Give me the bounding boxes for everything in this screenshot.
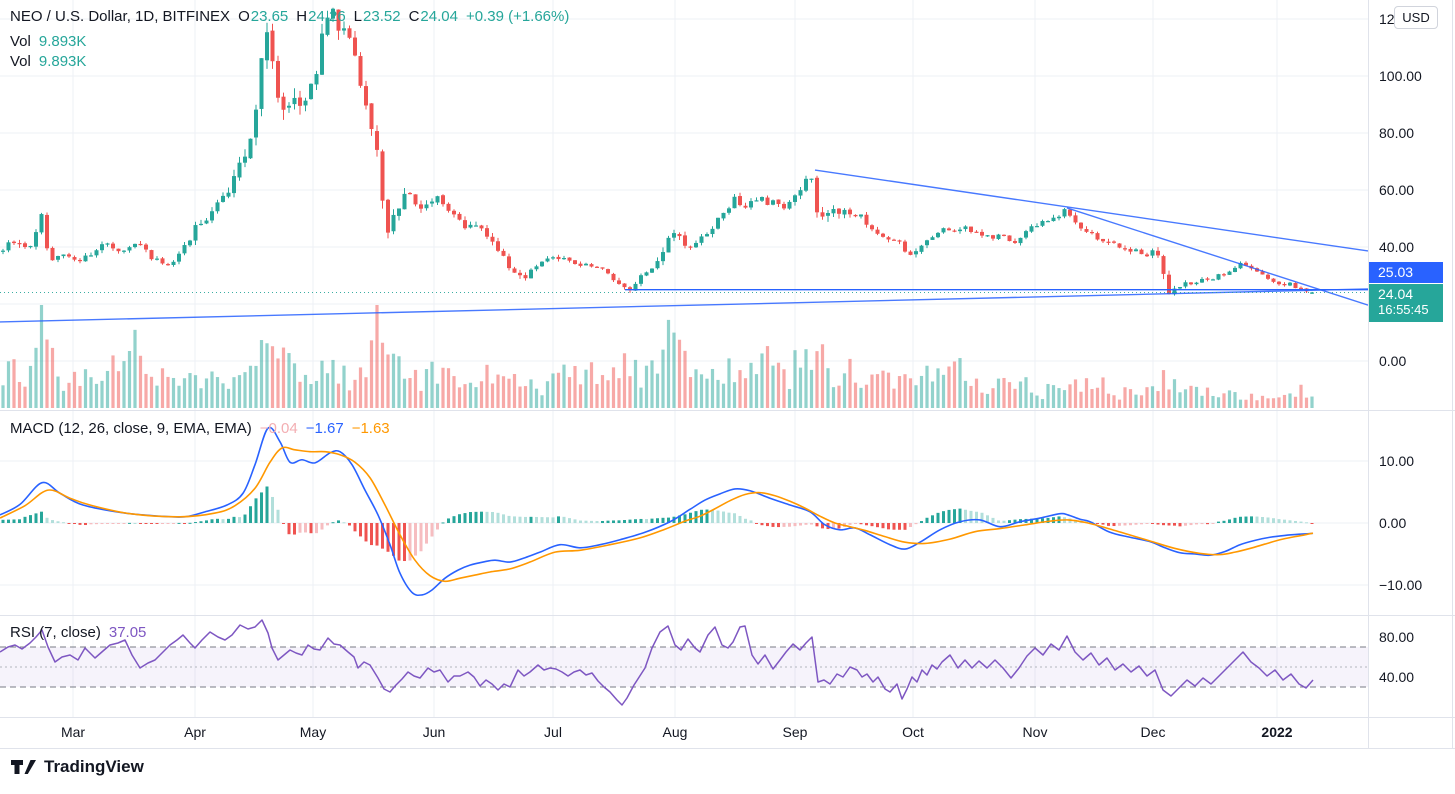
price-axis-label: 60.00 [1379, 182, 1415, 198]
macd-signal-value: −1.63 [351, 420, 390, 437]
right-edge-border [1452, 0, 1453, 748]
price-axis-label: 80.00 [1379, 125, 1415, 141]
last-price-badge: 24.04 16:55:45 [1369, 284, 1443, 322]
chart-bottom-border [0, 748, 1455, 749]
volume-value: 9.893K [38, 53, 87, 70]
price-change: +0.39 (+1.66%) [465, 8, 570, 25]
macd-hist-value: −0.04 [259, 420, 298, 437]
rsi-title: RSI (7, close) [10, 624, 101, 641]
rsi-axis-label: 40.00 [1379, 669, 1415, 685]
volume-bars [1, 305, 1314, 408]
pane-divider-macd-rsi[interactable] [0, 615, 1455, 616]
x-axis-label: Oct [902, 724, 924, 740]
price-axis-label: 0.00 [1379, 353, 1407, 369]
tradingview-logo-icon [11, 760, 36, 774]
symbol-title: NEO / U.S. Dollar, 1D, BITFINEX [10, 8, 231, 25]
rsi-legend[interactable]: RSI (7, close) 37.05 [10, 624, 146, 641]
tradingview-logo[interactable]: TradingView [10, 757, 144, 777]
x-axis-label: Dec [1140, 724, 1166, 740]
ohlc-low: L 23.52 [353, 8, 401, 25]
price-axis-label: 40.00 [1379, 239, 1415, 255]
macd-axis-label: −10.00 [1379, 577, 1423, 593]
macd-histogram [1, 486, 1314, 562]
macd-line-value: −1.67 [305, 420, 344, 437]
price-scale-border [1368, 0, 1369, 748]
macd-axis-label: 10.00 [1379, 453, 1415, 469]
rsi-plot [0, 619, 1368, 706]
macd-title: MACD (12, 26, close, 9, EMA, EMA) [10, 420, 252, 437]
x-axis-label: Sep [782, 724, 808, 740]
ohlc-open: O 23.65 [238, 8, 289, 25]
x-axis-label: Nov [1022, 724, 1048, 740]
volume-legend-2[interactable]: Vol 9.893K [10, 53, 87, 70]
x-axis-label: May [299, 724, 327, 740]
symbol-legend[interactable]: NEO / U.S. Dollar, 1D, BITFINEX O 23.65 H… [10, 8, 569, 25]
volume-legend-1[interactable]: Vol 9.893K [10, 33, 87, 50]
ohlc-close: C 24.04 [408, 8, 458, 25]
x-axis-label: Jun [422, 724, 446, 740]
x-axis-label: 2022 [1261, 724, 1293, 740]
x-axis-label: Mar [60, 724, 86, 740]
rsi-axis-label: 80.00 [1379, 629, 1415, 645]
macd-legend[interactable]: MACD (12, 26, close, 9, EMA, EMA) −0.04 … [10, 420, 390, 437]
tradingview-logo-text: TradingView [44, 757, 144, 776]
candles [1, 7, 1314, 296]
bar-countdown: 16:55:45 [1378, 302, 1429, 317]
x-axis-label: Apr [184, 724, 206, 740]
volume-value: 9.893K [38, 33, 87, 50]
horizontal-line-price-badge: 25.03 [1369, 262, 1443, 283]
pane-divider-rsi-timeaxis [0, 717, 1455, 718]
currency-toggle-button[interactable]: USD [1394, 6, 1438, 29]
macd-lines [0, 426, 1314, 597]
x-axis-label: Jul [544, 724, 562, 740]
x-axis-label: Aug [662, 724, 688, 740]
price-axis-label: 100.00 [1379, 68, 1422, 84]
macd-axis-label: 0.00 [1379, 515, 1407, 531]
trendline-drawings [0, 169, 1368, 323]
ohlc-high: H 24.26 [296, 8, 346, 25]
rsi-value: 37.05 [108, 624, 147, 641]
last-price: 24.04 [1378, 286, 1414, 302]
pane-divider-price-macd[interactable] [0, 410, 1455, 411]
